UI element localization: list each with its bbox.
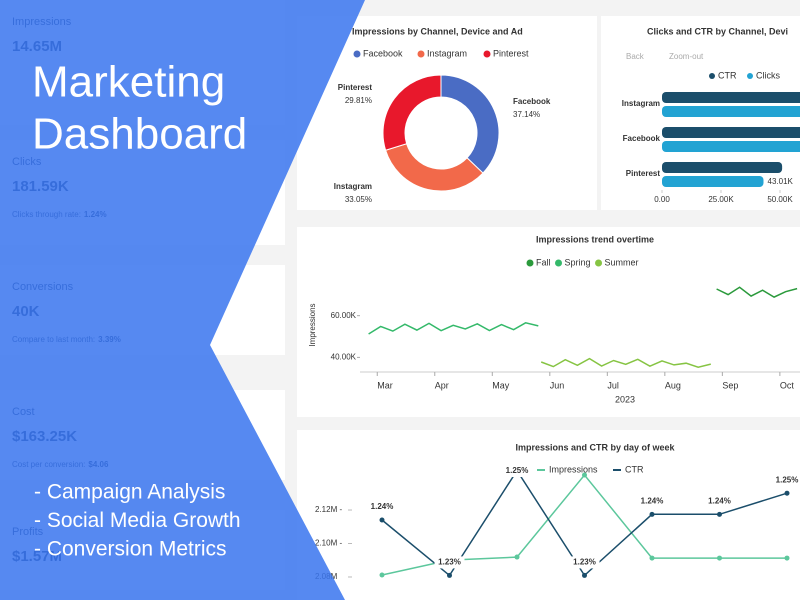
point — [717, 511, 722, 517]
point — [379, 517, 385, 523]
point — [582, 472, 587, 478]
y-tick-label: 2.10M - — [315, 539, 342, 548]
x-tick-label: Aug — [665, 380, 681, 390]
bar-value-label: 43.01K — [768, 177, 794, 186]
banner-title: Marketing — [32, 58, 225, 107]
point — [514, 554, 520, 560]
legend-label: Clicks — [756, 70, 780, 80]
legend-label: Summer — [605, 257, 639, 267]
legend-swatch — [417, 50, 425, 58]
banner-title: Dashboard — [32, 110, 247, 159]
x-tick-label: Sep — [722, 380, 738, 390]
slice-label: Pinterest — [338, 83, 373, 92]
category-label: Facebook — [623, 134, 661, 143]
y-axis-label: Impressions — [308, 303, 317, 346]
toolbar-button[interactable]: Back — [626, 52, 645, 61]
category-label: Pinterest — [626, 169, 661, 178]
overlay-banner — [0, 0, 365, 600]
point — [717, 555, 722, 561]
chart-title: Impressions by Channel, Device and Ad — [352, 26, 523, 36]
legend-label: Spring — [565, 257, 591, 267]
legend-swatch — [483, 50, 491, 58]
bar — [662, 92, 800, 103]
x-tick-label: 0.00 — [654, 195, 670, 204]
x-tick-label: Jul — [607, 380, 619, 390]
legend-label: Pinterest — [493, 48, 529, 58]
legend-label: CTR — [625, 464, 644, 474]
legend-label: Fall — [536, 257, 551, 267]
label-bg — [434, 556, 465, 569]
chart-title: Impressions and CTR by day of week — [515, 442, 675, 452]
x-tick-label: Oct — [780, 380, 795, 390]
chart-title: Impressions trend overtime — [536, 234, 654, 244]
legend-swatch — [709, 73, 715, 79]
banner-bullet: - Conversion Metrics — [34, 538, 227, 561]
category-label: Instagram — [622, 99, 660, 108]
slice-label: Instagram — [334, 182, 372, 191]
legend-swatch — [595, 259, 603, 267]
trend-line — [716, 286, 798, 298]
bar — [662, 162, 783, 173]
x-tick-label: Jun — [550, 380, 565, 390]
point — [447, 572, 452, 578]
legend-label: CTR — [718, 70, 737, 80]
point — [649, 555, 655, 561]
point-label: 1.23% — [438, 558, 461, 567]
trend-line — [368, 322, 539, 335]
x-axis-label: 2023 — [615, 394, 635, 404]
label-bg — [502, 465, 532, 477]
bar — [662, 141, 800, 152]
chart-title: Clicks and CTR by Channel, Devi — [647, 26, 788, 36]
legend-swatch — [555, 259, 563, 267]
legend-label: Impressions — [549, 464, 598, 474]
y-tick-label: 40.00K — [331, 353, 357, 362]
label-bg — [367, 500, 397, 513]
point — [784, 490, 790, 496]
bar — [662, 127, 800, 138]
slice-value: 29.81% — [345, 96, 372, 105]
slice-label: Facebook — [513, 97, 551, 106]
slice-value: 37.14% — [513, 110, 540, 119]
trend-line — [540, 357, 711, 368]
toolbar-button[interactable]: Zoom-out — [669, 52, 704, 61]
x-tick-label: May — [492, 380, 510, 390]
point-label: 1.24% — [641, 496, 664, 505]
slice-value: 33.05% — [345, 195, 372, 204]
point — [582, 572, 587, 578]
point — [379, 572, 385, 578]
legend-swatch — [526, 259, 534, 267]
banner-bullet: - Social Media Growth — [34, 509, 241, 532]
bar — [662, 106, 800, 117]
weekday-card — [297, 430, 800, 600]
legend-swatch — [353, 50, 361, 58]
y-tick-label: 2.12M - — [315, 505, 342, 514]
label-bg — [772, 474, 800, 487]
bar — [662, 176, 764, 187]
legend-label: Facebook — [363, 48, 403, 58]
label-bg — [637, 495, 667, 508]
point-label: 1.23% — [573, 558, 596, 567]
legend-swatch — [747, 73, 753, 79]
point-label: 1.25% — [776, 475, 799, 484]
point — [784, 555, 790, 561]
banner-bullet: - Campaign Analysis — [34, 481, 225, 504]
point-label: 1.25% — [506, 466, 529, 475]
label-bg — [704, 495, 735, 508]
x-tick-label: 25.00K — [708, 195, 734, 204]
donut-slice — [440, 74, 500, 174]
legend-label: Instagram — [427, 48, 467, 58]
point-label: 1.24% — [708, 496, 731, 505]
label-bg — [569, 556, 600, 569]
point — [649, 511, 655, 517]
x-tick-label: Apr — [435, 380, 449, 390]
trend-card — [297, 227, 800, 417]
donut-slice — [382, 74, 442, 151]
y-tick-label: 60.00K — [331, 311, 357, 320]
point-label: 1.24% — [371, 502, 394, 511]
x-tick-label: 50.00K — [767, 195, 793, 204]
x-tick-label: Mar — [377, 380, 393, 390]
